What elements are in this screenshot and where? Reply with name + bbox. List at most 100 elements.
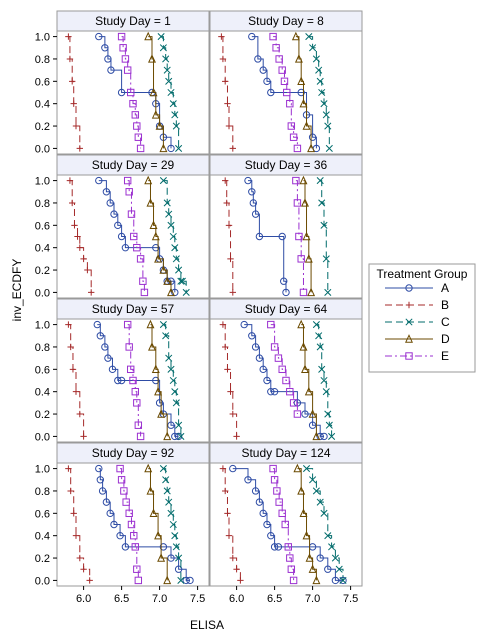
- series-a: [229, 464, 347, 585]
- point-b: [67, 487, 74, 495]
- point-a: [96, 332, 105, 340]
- point-e: [286, 387, 294, 396]
- point-e: [134, 421, 143, 429]
- point-b: [76, 554, 83, 562]
- y-tick-label: 1.0: [35, 320, 50, 332]
- panel-5: Study Day = 57: [56, 298, 210, 443]
- point-e: [269, 32, 277, 41]
- series-b: [218, 33, 236, 152]
- point-e: [289, 133, 298, 141]
- series-a: [95, 464, 194, 585]
- legend-title: Treatment Group: [377, 267, 468, 281]
- series-d: [291, 31, 316, 153]
- point-c: [172, 399, 180, 407]
- point-a: [254, 55, 262, 63]
- point-d: [312, 431, 321, 441]
- point-a: [117, 232, 126, 241]
- y-tick-label: 0.6: [35, 220, 50, 232]
- point-e: [131, 111, 139, 119]
- series-e: [267, 320, 302, 418]
- point-c: [324, 410, 332, 418]
- x-tick-label: 6.5: [114, 593, 129, 605]
- y-tick-label: 0.8: [35, 342, 50, 354]
- point-b: [223, 199, 230, 207]
- point-e: [134, 576, 143, 585]
- point-a: [98, 487, 107, 495]
- point-c: [169, 100, 177, 108]
- point-b: [229, 289, 236, 296]
- panel-title: Study Day = 36: [245, 158, 328, 172]
- point-c: [322, 255, 330, 263]
- point-c: [165, 354, 173, 362]
- point-a: [106, 509, 114, 518]
- point-b: [224, 510, 231, 517]
- point-b: [70, 510, 77, 517]
- point-e: [272, 44, 280, 52]
- y-tick-label: 0.0: [35, 287, 50, 299]
- series-c: [159, 321, 185, 440]
- point-e: [123, 66, 132, 74]
- y-tick-label: 1.0: [35, 32, 50, 44]
- point-a: [267, 531, 275, 540]
- point-e: [295, 232, 303, 241]
- series-e: [269, 32, 302, 153]
- point-e: [130, 531, 138, 540]
- point-c: [328, 543, 336, 551]
- point-c: [339, 576, 347, 584]
- point-c: [162, 332, 170, 340]
- panels-layer: Study Day = 1 Study Day = 8 Study Day = 29…: [56, 10, 363, 587]
- point-a: [251, 487, 260, 495]
- point-b: [74, 233, 81, 240]
- series-line-e: [127, 324, 142, 437]
- point-b: [76, 244, 83, 251]
- point-b: [69, 366, 77, 373]
- legend-label: B: [441, 298, 449, 312]
- point-b: [237, 577, 244, 584]
- point-e: [133, 399, 141, 407]
- point-b: [65, 321, 72, 328]
- point-c: [169, 520, 177, 529]
- panel-title: Study Day = 29: [92, 158, 175, 172]
- point-b: [225, 532, 233, 539]
- point-c: [171, 532, 179, 540]
- point-e: [293, 410, 302, 418]
- series-c: [157, 33, 183, 152]
- x-tick-label: 7.0: [305, 593, 320, 605]
- series-a: [93, 320, 183, 441]
- point-e: [282, 376, 290, 385]
- point-b: [88, 289, 95, 296]
- point-c: [312, 487, 320, 495]
- point-c: [157, 33, 165, 41]
- point-a: [270, 387, 279, 396]
- point-c: [305, 33, 313, 41]
- point-d: [157, 409, 166, 418]
- point-c: [167, 88, 175, 97]
- series-line-d: [297, 468, 317, 581]
- point-e: [274, 354, 283, 362]
- point-d: [302, 231, 311, 241]
- panel-8: Study Day = 124: [209, 442, 363, 587]
- legend-entry-b: B: [385, 298, 449, 312]
- point-c: [324, 532, 332, 540]
- point-a: [93, 320, 101, 329]
- panel-title: Study Day = 92: [92, 446, 175, 460]
- point-d: [299, 342, 308, 351]
- panel-header: [209, 442, 363, 464]
- series-line-c: [316, 324, 333, 437]
- panel-frame: [209, 154, 363, 299]
- point-e: [280, 77, 289, 86]
- point-e: [281, 520, 289, 529]
- point-b: [80, 255, 87, 263]
- point-d: [302, 121, 311, 130]
- point-a: [102, 498, 111, 506]
- point-d: [149, 220, 158, 230]
- point-d: [154, 253, 163, 263]
- series-e: [292, 176, 308, 297]
- point-a: [320, 432, 328, 441]
- point-c: [171, 244, 179, 252]
- point-e: [125, 509, 133, 518]
- series-c: [305, 33, 333, 152]
- point-d: [294, 54, 303, 63]
- point-e: [289, 399, 298, 407]
- point-e: [270, 343, 279, 351]
